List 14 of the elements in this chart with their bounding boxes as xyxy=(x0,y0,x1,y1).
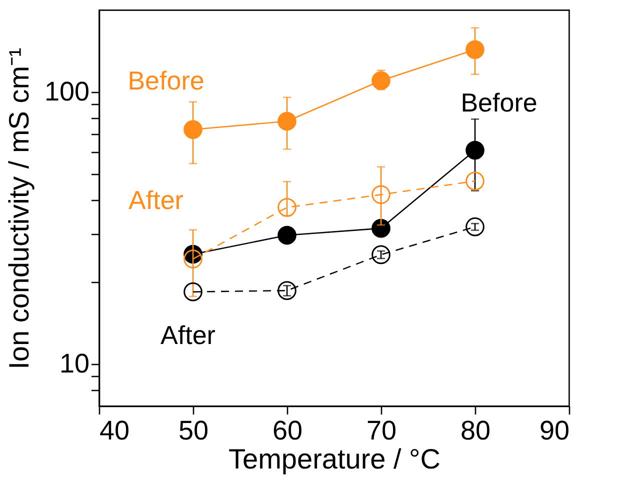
series-label: Before xyxy=(128,66,204,96)
x-tick-label: 60 xyxy=(272,416,303,446)
series-label: After xyxy=(128,184,184,215)
series-label: After xyxy=(160,320,216,350)
x-tick-label: 80 xyxy=(460,416,491,446)
y-tick-label: 100 xyxy=(44,76,90,106)
y-tick-label: 10 xyxy=(59,348,90,378)
x-tick-label: 40 xyxy=(100,416,130,446)
x-axis-title: Temperature / °C xyxy=(228,444,440,474)
series-label: Before xyxy=(460,87,538,118)
x-tick-label: 50 xyxy=(178,416,209,446)
x-tick-label: 70 xyxy=(366,416,397,446)
x-tick-label: 90 xyxy=(539,416,570,446)
y-axis-title: Ion conductivity / mS cm⁻¹ xyxy=(3,48,34,370)
